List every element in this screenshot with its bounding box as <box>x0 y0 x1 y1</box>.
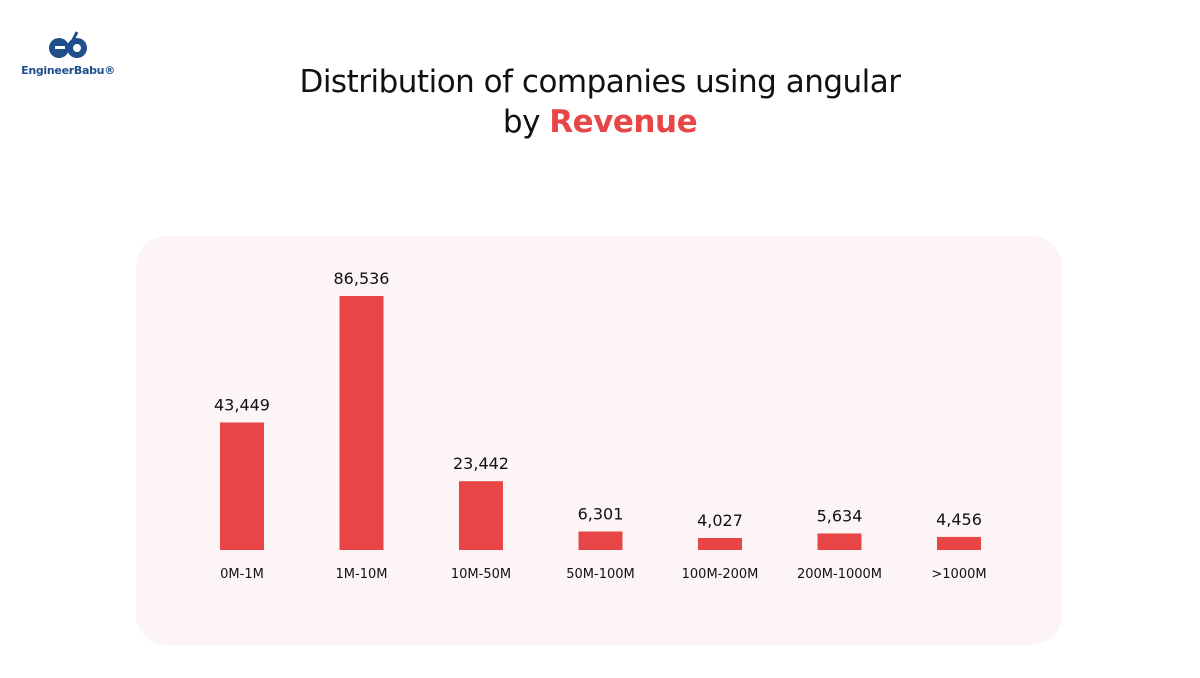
value-label: 4,027 <box>697 511 743 530</box>
chart-title: Distribution of companies using angular … <box>0 62 1200 142</box>
value-label: 5,634 <box>817 506 863 525</box>
brand-name: EngineerBabu® <box>21 64 115 77</box>
value-label: 23,442 <box>453 454 509 473</box>
category-label: >1000M <box>931 567 986 582</box>
category-label: 0M-1M <box>220 567 264 582</box>
brand-logo: EngineerBabu® <box>18 30 118 77</box>
value-label: 6,301 <box>578 505 624 524</box>
value-label: 43,449 <box>214 395 270 414</box>
category-label: 10M-50M <box>451 567 511 582</box>
bar-6 <box>937 536 981 550</box>
value-label: 86,536 <box>334 269 390 288</box>
category-label: 50M-100M <box>566 567 634 582</box>
category-label: 200M-1000M <box>797 567 882 582</box>
bar-2 <box>459 481 503 550</box>
title-accent: Revenue <box>549 104 698 140</box>
bar-0 <box>220 422 264 550</box>
category-label: 100M-200M <box>682 567 759 582</box>
title-prefix: by <box>502 104 550 140</box>
chart-panel <box>136 236 1062 645</box>
value-label: 4,456 <box>936 510 982 529</box>
title-line-1: Distribution of companies using angular <box>299 64 901 100</box>
category-label: 1M-10M <box>336 567 388 582</box>
bar-3 <box>578 531 623 550</box>
eb-logo-icon <box>49 31 87 58</box>
bar-5 <box>817 533 862 550</box>
bar-1 <box>339 296 384 550</box>
bar-4 <box>698 538 742 550</box>
